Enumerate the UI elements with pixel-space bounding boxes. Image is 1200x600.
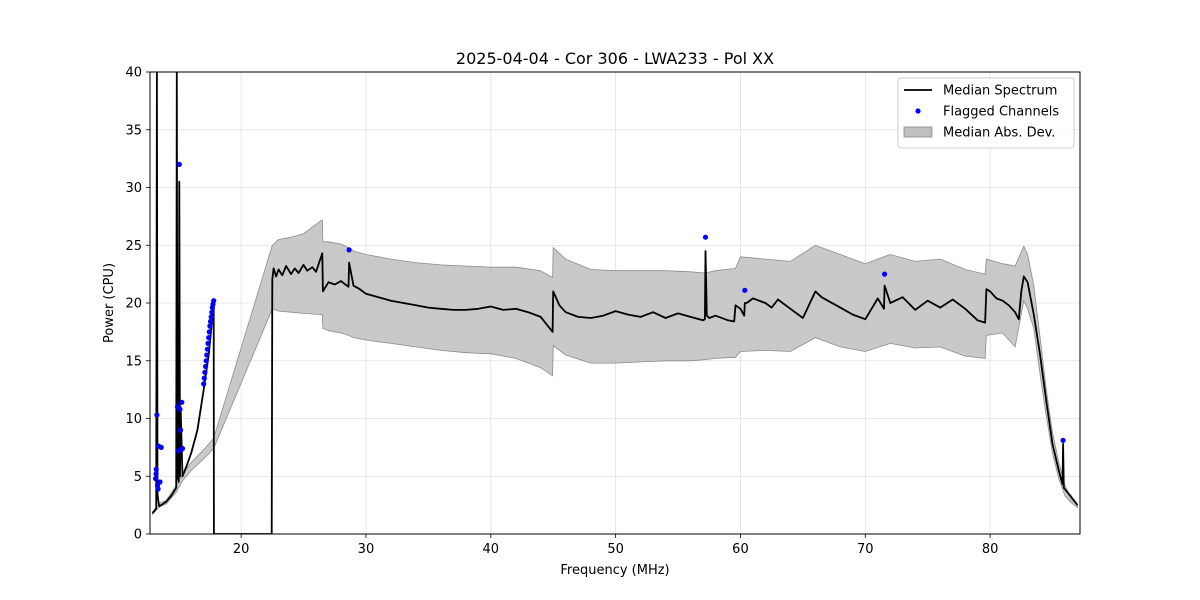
- legend-label: Flagged Channels: [943, 105, 1059, 120]
- y-tick-label: 25: [125, 239, 142, 254]
- flagged-point: [158, 444, 164, 450]
- flagged-point: [203, 358, 209, 364]
- y-tick-label: 30: [125, 181, 142, 196]
- flagged-points-layer: [153, 161, 1066, 492]
- flagged-point: [153, 466, 159, 472]
- x-axis-title: Frequency (MHz): [560, 563, 669, 578]
- flagged-point: [209, 309, 215, 315]
- flagged-point: [179, 445, 186, 452]
- x-tick-label: 70: [857, 542, 874, 557]
- flagged-point: [742, 287, 748, 293]
- flagged-point: [201, 381, 207, 387]
- flagged-point: [178, 427, 184, 433]
- x-tick-label: 50: [607, 542, 624, 557]
- flagged-point: [201, 375, 207, 381]
- flagged-point: [153, 471, 159, 477]
- flagged-point: [205, 340, 211, 346]
- flagged-point: [208, 314, 214, 320]
- flagged-point: [202, 369, 208, 375]
- x-tick-label: 80: [982, 542, 999, 557]
- x-tick-label: 40: [483, 542, 500, 557]
- y-tick-label: 10: [125, 412, 142, 427]
- flagged-point: [179, 399, 185, 405]
- y-tick-label: 35: [125, 123, 142, 138]
- flagged-point: [176, 161, 182, 167]
- median-line-layer: [151, 72, 1079, 534]
- legend: Median Spectrum Flagged Channels Median Ab…: [897, 77, 1075, 149]
- axis-ticks: 20 30 40 50 60 70 80 0 5 10 15 20 25 30 35 40: [125, 66, 998, 558]
- flagged-point: [206, 329, 212, 335]
- y-tick-label: 5: [134, 470, 142, 485]
- x-tick-label: 60: [732, 542, 749, 557]
- flagged-point: [882, 271, 888, 277]
- flagged-point: [155, 486, 161, 492]
- flagged-point: [1060, 437, 1066, 443]
- x-tick-label: 20: [233, 542, 250, 557]
- flagged-point: [203, 363, 209, 370]
- y-tick-label: 20: [125, 297, 142, 312]
- legend-label: Median Spectrum: [943, 84, 1057, 99]
- flagged-point: [153, 476, 159, 482]
- y-tick-label: 0: [134, 528, 142, 543]
- flagged-point: [204, 346, 210, 352]
- mad-band: [152, 219, 1078, 516]
- flagged-point: [177, 406, 183, 412]
- flagged-point: [206, 335, 212, 341]
- flagged-point: [207, 323, 213, 329]
- y-axis-title: Power (CPU): [102, 263, 117, 343]
- legend-swatch-flagged: [915, 108, 921, 114]
- legend-swatch-mad: [903, 126, 933, 138]
- legend-label: Median Abs. Dev.: [943, 126, 1055, 141]
- chart-title: 2025-04-04 - Cor 306 - LWA233 - Pol XX: [456, 49, 774, 68]
- flagged-point: [154, 412, 160, 418]
- flagged-point: [702, 234, 709, 240]
- flagged-point: [211, 298, 217, 304]
- y-tick-label: 15: [125, 354, 142, 369]
- mad-band-layer: [152, 219, 1078, 516]
- flagged-point: [346, 247, 352, 253]
- flagged-point: [207, 318, 214, 325]
- y-tick-label: 40: [125, 66, 142, 81]
- median-spectrum-line: [151, 72, 1079, 534]
- flagged-point: [157, 479, 163, 485]
- x-tick-label: 30: [358, 542, 375, 557]
- flagged-point: [204, 352, 210, 358]
- legend-box: [897, 77, 1075, 149]
